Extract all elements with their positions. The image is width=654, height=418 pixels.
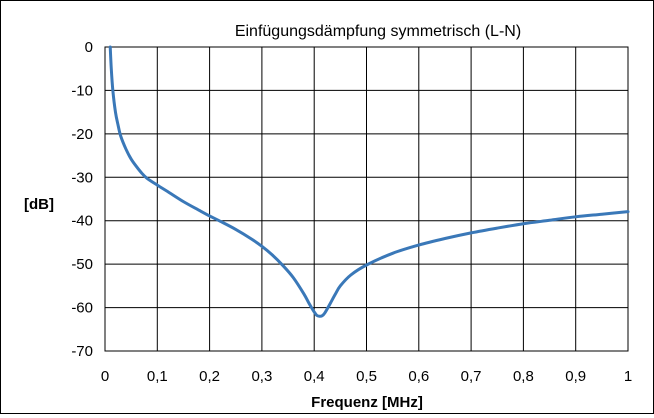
y-tick-label: -30 (71, 169, 93, 186)
x-tick-label: 1 (624, 368, 632, 385)
x-tick-label: 0,9 (565, 368, 586, 385)
y-tick-label: -50 (71, 256, 93, 273)
y-tick-label: -60 (71, 300, 93, 317)
x-tick-label: 0,6 (408, 368, 429, 385)
series-line (108, 45, 630, 318)
y-tick-label: 0 (85, 39, 93, 56)
x-axis-label: Frequenz [MHz] (311, 394, 423, 411)
y-tick-label: -10 (71, 82, 93, 99)
x-tick-label: 0,2 (199, 368, 220, 385)
x-tick-label: 0,1 (147, 368, 168, 385)
x-tick-label: 0,7 (461, 368, 482, 385)
x-tick-label: 0,3 (251, 368, 272, 385)
series-layer (108, 45, 630, 318)
tick-labels: 0 0,1 0,2 0,3 0,4 0,5 0,6 0,7 0,8 0,9 1 0 -10 -20 -30 -… (71, 39, 632, 385)
y-axis-label: [dB] (24, 196, 54, 213)
chart-title: Einfügungsdämpfung symmetrisch (L-N) (235, 23, 521, 40)
x-tick-label: 0,8 (513, 368, 534, 385)
x-tick-label: 0,4 (304, 368, 325, 385)
y-tick-label: -20 (71, 126, 93, 143)
plot-area-border (104, 46, 629, 352)
y-tick-label: -40 (71, 213, 93, 230)
x-tick-label: 0 (101, 368, 109, 385)
grid (104, 46, 629, 352)
y-tick-label: -70 (71, 343, 93, 360)
x-tick-label: 0,5 (356, 368, 377, 385)
